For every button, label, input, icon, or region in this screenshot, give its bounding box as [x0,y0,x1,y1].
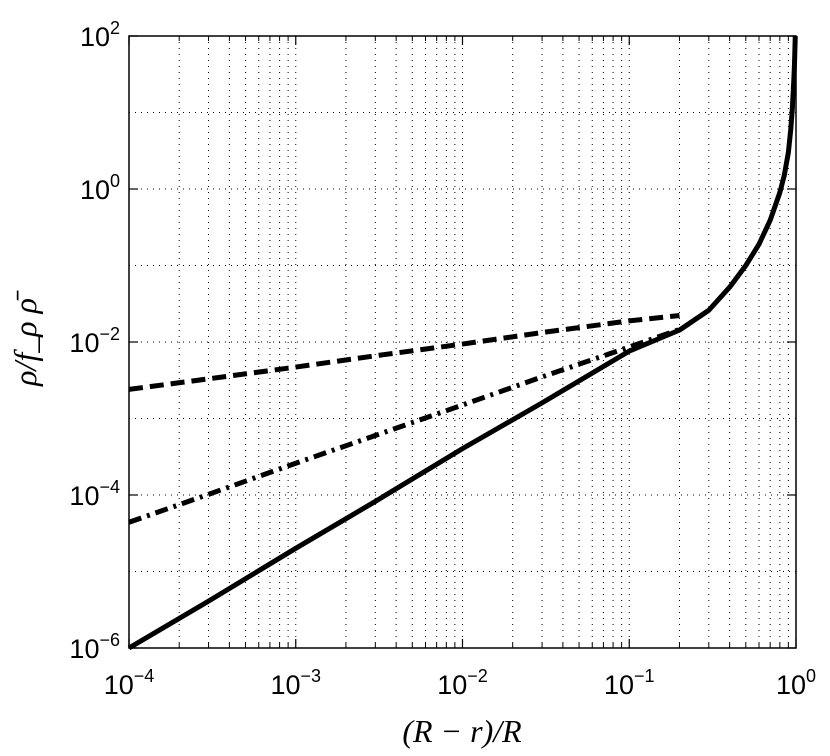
data-series [127,35,798,651]
x-tick-label: 10−3 [270,666,321,700]
y-tick-label: 100 [80,171,120,205]
series-line-dashed [128,313,680,392]
y-tick-label: 10−6 [69,630,120,664]
x-axis-label: (R − r)/R [402,713,522,749]
y-axis-label-group: ρ/f_ρ ρ̄ [7,290,43,387]
series-line-solid [127,35,798,651]
x-tick-label: 10−2 [437,666,488,700]
x-tick-label: 10−1 [604,666,655,700]
y-tick-label: 10−2 [69,324,120,358]
x-tick-label: 10−4 [104,666,155,700]
x-tick-label: 100 [776,666,816,700]
series-line-dashdot [128,327,681,525]
y-axis-label: ρ/f_ρ ρ̄ [7,290,43,387]
y-tick-label: 10−4 [69,477,120,511]
y-tick-label: 102 [80,18,120,52]
grid-lines [129,36,796,648]
